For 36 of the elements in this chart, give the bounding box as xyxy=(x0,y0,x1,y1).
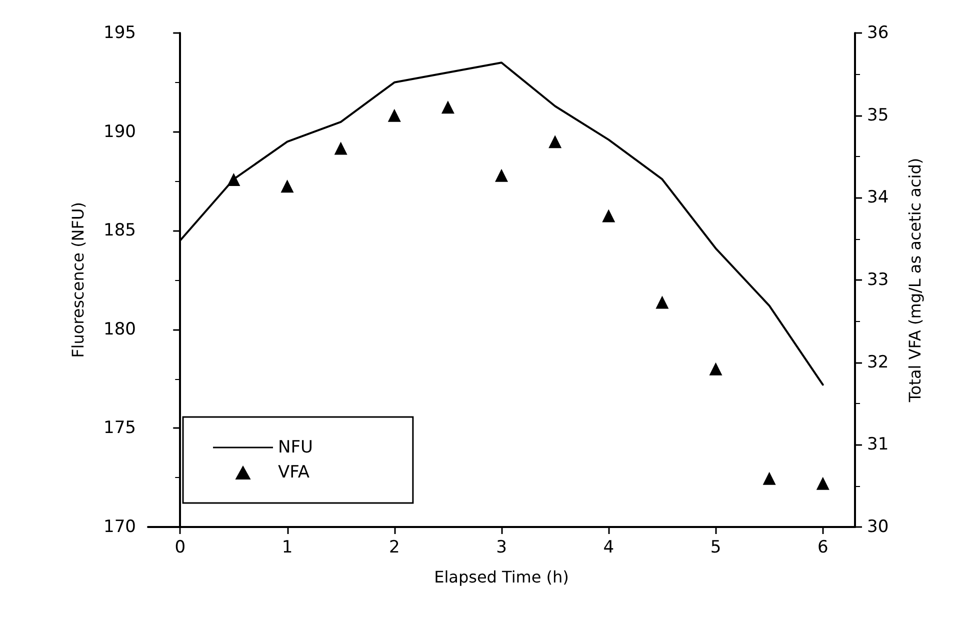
point xyxy=(602,209,616,222)
legend-label: NFU xyxy=(278,438,313,458)
y2-tick-label: 34 xyxy=(867,188,889,208)
point xyxy=(280,180,294,193)
y2-tick-label: 33 xyxy=(867,270,889,290)
y-tick-label: 190 xyxy=(104,122,136,142)
point xyxy=(388,108,401,122)
y-tick-label: 185 xyxy=(104,220,136,241)
x-tick-label: 0 xyxy=(174,538,186,558)
y-axis-title: Fluorescence (NFU) xyxy=(68,202,88,358)
y2-tick-label: 32 xyxy=(867,352,889,372)
y-tick-label: 180 xyxy=(104,319,136,340)
y2-tick-label: 35 xyxy=(867,105,889,126)
y2-tick-label: 36 xyxy=(867,23,889,43)
x-tick-label: 6 xyxy=(817,538,828,558)
point xyxy=(548,135,562,148)
y2-tick-label: 30 xyxy=(867,517,889,537)
y-tick-label: 175 xyxy=(104,418,136,438)
point xyxy=(495,168,508,182)
y2-tick-label: 31 xyxy=(867,434,889,455)
point xyxy=(441,100,454,114)
x-tick-label: 5 xyxy=(710,538,722,558)
legend-label: VFA xyxy=(278,462,310,482)
y-tick-label: 170 xyxy=(104,517,136,537)
point xyxy=(334,142,348,155)
point xyxy=(816,476,830,490)
x-tick-label: 4 xyxy=(603,538,614,558)
y-tick-label: 195 xyxy=(104,23,136,43)
x-tick-label: 3 xyxy=(496,538,507,558)
x-tick-label: 1 xyxy=(282,538,293,558)
point xyxy=(709,362,722,376)
x-tick-label: 2 xyxy=(388,538,400,558)
point xyxy=(762,472,776,485)
y2-axis-title: Total VFA (mg/L as acetic acid) xyxy=(906,158,924,404)
point xyxy=(656,296,669,309)
x-axis-title: Elapsed Time (h) xyxy=(434,568,569,586)
